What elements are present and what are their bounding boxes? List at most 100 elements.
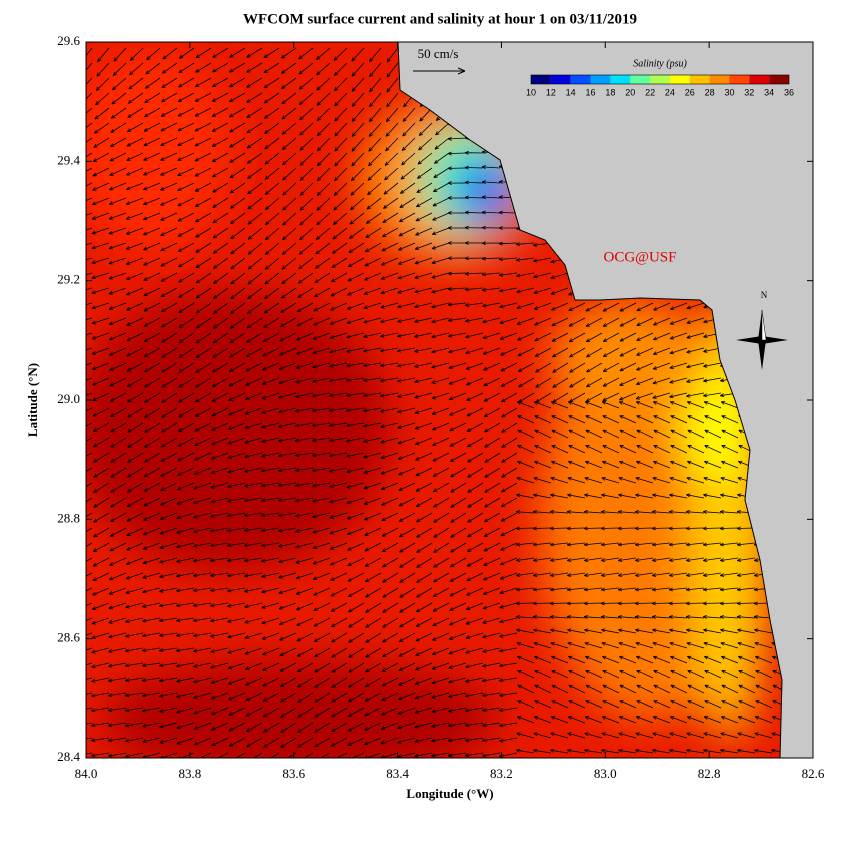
current-arrow (481, 180, 501, 185)
current-arrow (737, 641, 756, 649)
current-arrow (314, 272, 331, 284)
current-arrow (126, 512, 144, 522)
current-arrow (567, 476, 586, 484)
current-arrow (447, 181, 467, 186)
current-arrow (702, 557, 722, 562)
current-arrow (177, 152, 195, 161)
current-arrow (464, 150, 484, 155)
current-arrow (533, 628, 552, 634)
current-arrow (351, 47, 365, 62)
current-arrow (417, 167, 433, 179)
current-arrow (230, 242, 246, 255)
current-arrow (195, 272, 212, 284)
current-arrow (450, 482, 467, 493)
current-arrow (142, 212, 161, 221)
current-arrow (721, 684, 739, 694)
current-arrow (97, 47, 110, 63)
current-arrow (247, 197, 263, 210)
current-arrow (86, 257, 93, 264)
current-arrow (297, 692, 314, 703)
current-arrow (720, 460, 739, 469)
current-arrow (364, 257, 382, 267)
current-arrow (329, 437, 348, 443)
current-arrow (210, 512, 229, 518)
current-arrow (194, 407, 212, 417)
current-arrow (399, 197, 416, 209)
current-arrow (126, 287, 144, 296)
current-arrow (177, 137, 195, 147)
current-arrow (448, 392, 467, 401)
current-arrow (312, 542, 331, 550)
current-arrow (193, 557, 212, 563)
current-arrow (229, 107, 246, 118)
current-arrow (193, 722, 212, 730)
current-arrow (279, 317, 297, 328)
current-arrow (159, 557, 178, 564)
current-arrow (449, 407, 467, 416)
current-arrow (212, 212, 229, 224)
current-arrow (125, 227, 144, 235)
current-arrow (584, 655, 603, 664)
current-arrow (211, 122, 229, 132)
current-arrow (515, 601, 535, 606)
current-arrow (566, 587, 586, 592)
current-arrow (634, 510, 654, 514)
current-arrow (670, 445, 688, 454)
current-arrow (533, 272, 552, 279)
current-arrow (464, 165, 484, 170)
current-arrow (532, 587, 552, 592)
current-arrow (569, 377, 586, 388)
current-arrow (600, 557, 620, 562)
current-arrow (447, 271, 467, 276)
current-arrow (279, 662, 297, 672)
current-arrow (295, 407, 314, 413)
current-arrow (313, 752, 331, 758)
current-arrow (566, 526, 586, 531)
current-arrow (449, 617, 467, 626)
current-arrow (687, 700, 705, 709)
current-arrow (585, 445, 603, 454)
current-arrow (568, 445, 586, 454)
current-arrow (465, 632, 484, 640)
current-arrow (499, 572, 518, 580)
current-arrow (447, 241, 467, 245)
current-arrow (601, 748, 620, 754)
current-arrow (264, 122, 280, 135)
current-arrow (619, 684, 637, 694)
current-arrow (552, 347, 569, 358)
current-arrow (397, 272, 416, 280)
current-arrow (210, 617, 229, 623)
colorbar-tick-label: 20 (625, 87, 635, 97)
current-arrow (95, 77, 110, 91)
current-arrow (363, 422, 382, 428)
current-arrow (125, 257, 144, 265)
current-arrow (415, 617, 433, 627)
current-arrow (481, 272, 501, 277)
current-arrow (177, 422, 195, 433)
current-arrow (314, 647, 331, 658)
current-arrow (213, 302, 229, 314)
current-arrow (350, 182, 365, 196)
current-arrow (484, 512, 501, 523)
current-arrow (86, 617, 93, 626)
current-arrow (635, 401, 654, 409)
current-arrow (501, 422, 518, 433)
current-arrow (193, 707, 212, 715)
current-arrow (602, 445, 620, 454)
current-arrow (86, 167, 93, 178)
current-arrow (382, 632, 399, 643)
current-arrow (720, 748, 739, 754)
current-arrow (299, 212, 314, 226)
current-arrow (402, 107, 416, 122)
current-arrow (314, 737, 331, 748)
current-arrow (125, 272, 144, 281)
current-arrow (263, 107, 280, 119)
current-arrow (195, 257, 212, 269)
current-arrow (466, 572, 484, 582)
current-arrow (92, 572, 110, 582)
current-arrow (91, 362, 110, 371)
current-arrow (110, 107, 127, 119)
current-arrow (228, 377, 246, 387)
y-tick-label: 29.2 (57, 272, 80, 287)
current-arrow (348, 617, 365, 628)
